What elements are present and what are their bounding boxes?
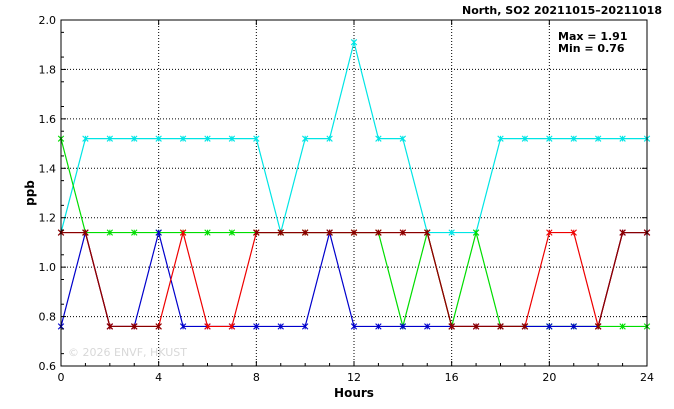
data-point [228, 229, 236, 236]
series-line [61, 231, 159, 328]
data-point [375, 229, 382, 236]
y-axis-label: ppb [23, 180, 37, 206]
x-tick-label: 24 [640, 371, 654, 384]
x-axis-label: Hours [334, 386, 374, 400]
data-point [350, 323, 358, 330]
grid-lines [61, 20, 647, 366]
y-axis-ticks: 0.6 0.8 1.0 1.2 1.4 1.6 1.8 2.0 [39, 14, 647, 373]
data-point [155, 323, 162, 330]
y-tick-label: 1.8 [39, 63, 57, 76]
data-point [375, 135, 382, 142]
data-point [399, 323, 407, 330]
x-axis-ticks: 0 4 8 12 16 20 24 [58, 20, 654, 384]
data-point [228, 323, 236, 330]
data-point [448, 229, 455, 236]
data-point [619, 323, 626, 330]
data-point [277, 323, 284, 330]
data-point [521, 323, 529, 330]
data-point [106, 323, 114, 330]
data-point [228, 135, 236, 142]
data-point [179, 229, 187, 236]
x-tick-label: 16 [445, 371, 459, 384]
data-point [619, 135, 626, 142]
data-point [82, 135, 89, 142]
data-point [472, 229, 480, 236]
data-point [326, 229, 333, 236]
data-point [594, 323, 602, 330]
series-1 [57, 39, 651, 236]
data-point [570, 323, 577, 330]
y-tick-label: 0.6 [39, 360, 57, 373]
data-point [155, 135, 162, 142]
data-point [448, 323, 455, 330]
data-point [546, 323, 553, 330]
data-point [106, 229, 114, 236]
data-point [204, 135, 211, 142]
data-point [301, 229, 309, 236]
data-point [179, 323, 187, 330]
data-point [204, 229, 211, 236]
data-point [131, 323, 138, 330]
data-point [350, 229, 358, 236]
series-line [61, 230, 647, 329]
data-point [179, 135, 187, 142]
y-tick-label: 1.4 [39, 162, 57, 175]
data-point [253, 229, 260, 236]
data-series [57, 39, 651, 330]
data-point [106, 135, 114, 142]
min-annotation: Min = 0.76 [558, 42, 625, 55]
series-line [597, 231, 647, 327]
data-point [472, 323, 480, 330]
series-5 [57, 229, 651, 330]
data-point [253, 323, 260, 330]
data-point [570, 229, 577, 236]
x-tick-label: 20 [542, 371, 556, 384]
data-point [375, 323, 382, 330]
data-point [301, 323, 309, 330]
y-tick-label: 1.6 [39, 113, 57, 126]
data-point [497, 323, 504, 330]
max-annotation: Max = 1.91 [558, 30, 627, 43]
data-point [497, 135, 504, 142]
data-point [301, 135, 309, 142]
data-point [570, 135, 577, 142]
data-point [326, 135, 333, 142]
y-tick-label: 0.8 [39, 311, 57, 324]
data-point [424, 229, 431, 236]
data-point [521, 135, 529, 142]
data-point [546, 135, 553, 142]
x-tick-label: 0 [58, 371, 65, 384]
data-point [424, 323, 431, 330]
series-line [256, 231, 525, 328]
x-tick-label: 4 [155, 371, 162, 384]
chart-title: North, SO2 20211015–20211018 [462, 4, 662, 17]
data-point [82, 229, 89, 236]
data-point [277, 229, 284, 236]
data-point [131, 229, 138, 236]
data-point [399, 229, 407, 236]
data-point [546, 229, 553, 236]
y-tick-label: 1.0 [39, 261, 57, 274]
data-point [399, 135, 407, 142]
data-point [350, 39, 358, 46]
data-point [155, 229, 162, 236]
watermark: © 2026 ENVF, HKUST [68, 346, 187, 359]
x-tick-label: 12 [347, 371, 361, 384]
y-tick-label: 2.0 [39, 14, 57, 27]
y-tick-label: 1.2 [39, 212, 57, 225]
data-point [619, 229, 626, 236]
data-point [204, 323, 211, 330]
x-tick-label: 8 [253, 371, 260, 384]
data-point [253, 135, 260, 142]
series-line [60, 230, 647, 328]
data-point [594, 135, 602, 142]
data-point [131, 135, 138, 142]
